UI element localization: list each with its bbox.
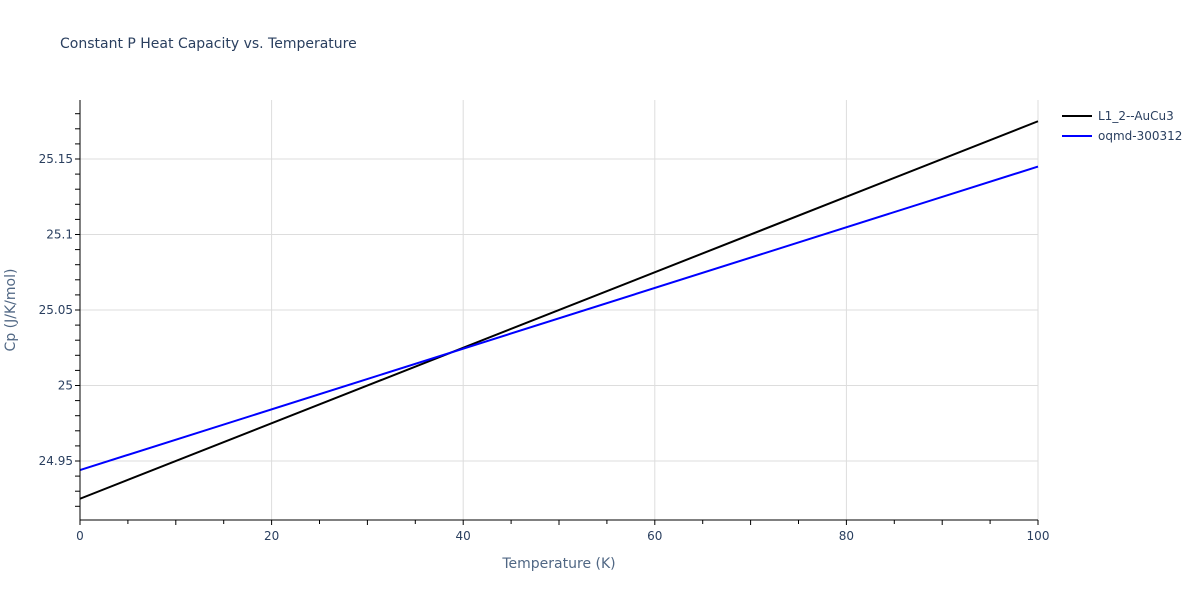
y-tick-label: 25.15	[39, 152, 73, 166]
x-tick-label: 20	[264, 529, 279, 543]
x-tick-label: 80	[839, 529, 854, 543]
legend-swatch-black	[1062, 115, 1092, 117]
y-tick-label: 24.95	[39, 454, 73, 468]
y-tick-label: 25.1	[46, 228, 73, 242]
y-tick-label: 25.05	[39, 303, 73, 317]
legend-label: oqmd-300312	[1098, 129, 1183, 143]
legend-item-l12-aucu3[interactable]: L1_2--AuCu3	[1062, 106, 1182, 126]
series-line-0[interactable]	[79, 120, 1039, 500]
x-tick-label: 100	[1027, 529, 1050, 543]
x-tick-label: 40	[456, 529, 471, 543]
legend: L1_2--AuCu3 oqmd-300312	[1062, 106, 1182, 146]
legend-label: L1_2--AuCu3	[1098, 109, 1174, 123]
legend-item-oqmd[interactable]: oqmd-300312	[1062, 126, 1182, 146]
y-tick-label: 25	[58, 379, 73, 393]
y-axis-title: Cp (J/K/mol)	[3, 269, 19, 352]
chart-title: Constant P Heat Capacity vs. Temperature	[60, 36, 357, 52]
series-line-1[interactable]	[79, 165, 1039, 472]
x-axis-title: Temperature (K)	[501, 556, 615, 572]
legend-swatch-blue	[1062, 135, 1092, 137]
x-tick-label: 60	[647, 529, 662, 543]
x-tick-label: 0	[76, 529, 84, 543]
